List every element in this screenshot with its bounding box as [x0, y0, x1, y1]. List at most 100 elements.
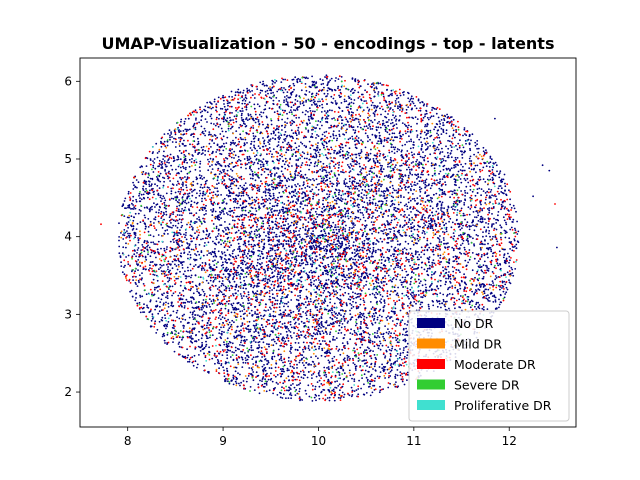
data-point — [241, 366, 244, 368]
data-point — [279, 154, 282, 157]
data-point — [512, 218, 515, 221]
data-point — [476, 270, 479, 273]
data-point — [386, 131, 389, 134]
data-point — [189, 143, 191, 146]
data-point — [468, 167, 471, 170]
data-point — [279, 179, 282, 182]
data-point — [297, 243, 300, 245]
data-point — [247, 375, 250, 377]
data-point — [188, 209, 191, 212]
data-point — [404, 334, 406, 336]
data-point — [181, 208, 184, 210]
data-point — [439, 152, 441, 155]
data-point — [389, 370, 392, 373]
data-point — [366, 174, 368, 177]
data-point — [263, 142, 266, 145]
data-point — [505, 286, 508, 289]
data-point — [228, 223, 231, 226]
data-point — [227, 380, 229, 383]
data-point — [305, 272, 308, 275]
data-point — [312, 101, 315, 104]
data-point — [216, 179, 219, 182]
data-point — [208, 303, 211, 306]
data-point — [493, 227, 496, 230]
data-point — [359, 126, 362, 129]
data-point — [348, 113, 350, 115]
data-point — [402, 91, 404, 94]
data-point — [456, 223, 459, 225]
data-point — [360, 150, 363, 153]
data-point — [194, 284, 197, 287]
data-point — [286, 95, 288, 97]
data-point — [411, 294, 413, 297]
data-point — [283, 227, 285, 230]
data-point — [261, 380, 263, 382]
data-point — [253, 103, 256, 106]
data-point — [252, 286, 255, 289]
data-point — [198, 354, 200, 356]
data-point — [158, 150, 161, 153]
data-point — [448, 140, 451, 143]
data-point — [340, 170, 342, 173]
data-point — [397, 101, 400, 103]
data-point — [281, 118, 283, 121]
data-point — [342, 270, 345, 273]
data-point — [191, 313, 194, 316]
data-point — [389, 382, 391, 385]
data-point — [314, 388, 316, 391]
data-point — [287, 397, 290, 399]
data-point — [205, 343, 208, 346]
data-point — [233, 308, 236, 311]
data-point — [469, 300, 472, 303]
data-point — [410, 183, 412, 186]
data-point — [249, 113, 252, 116]
data-point — [282, 141, 284, 144]
data-point — [323, 245, 325, 248]
data-point — [294, 321, 297, 324]
data-point — [281, 155, 283, 158]
data-point — [192, 364, 195, 367]
data-point — [297, 191, 300, 193]
data-point — [267, 263, 270, 266]
data-point — [201, 341, 204, 344]
data-point — [383, 212, 385, 215]
data-point — [414, 199, 416, 202]
data-point — [239, 249, 242, 251]
data-point — [257, 162, 259, 165]
data-point — [180, 226, 183, 229]
data-point — [264, 285, 267, 287]
data-point — [399, 348, 401, 350]
data-point — [355, 135, 358, 138]
data-point — [291, 185, 293, 188]
data-point — [483, 226, 486, 229]
data-point — [354, 244, 357, 247]
data-point — [405, 188, 407, 191]
data-point — [222, 322, 225, 324]
data-point — [451, 285, 454, 287]
data-point — [463, 177, 466, 180]
data-point — [474, 164, 477, 167]
data-point — [148, 185, 151, 188]
data-point — [252, 379, 255, 382]
data-point — [457, 247, 460, 250]
data-point — [336, 243, 338, 246]
data-point — [222, 326, 225, 328]
data-point — [272, 236, 274, 239]
data-point — [350, 272, 352, 274]
data-point — [321, 137, 324, 140]
data-point — [491, 255, 494, 257]
data-point — [198, 315, 201, 318]
data-point — [202, 267, 205, 270]
data-point — [281, 268, 284, 271]
data-point — [328, 109, 331, 112]
data-point — [502, 256, 505, 259]
data-point — [366, 365, 368, 367]
data-point — [256, 149, 258, 152]
data-point — [427, 173, 430, 176]
data-point — [244, 263, 247, 266]
data-point — [314, 285, 317, 287]
data-point — [393, 148, 396, 151]
data-point — [256, 316, 258, 319]
data-point — [391, 191, 394, 194]
data-point — [491, 271, 494, 273]
